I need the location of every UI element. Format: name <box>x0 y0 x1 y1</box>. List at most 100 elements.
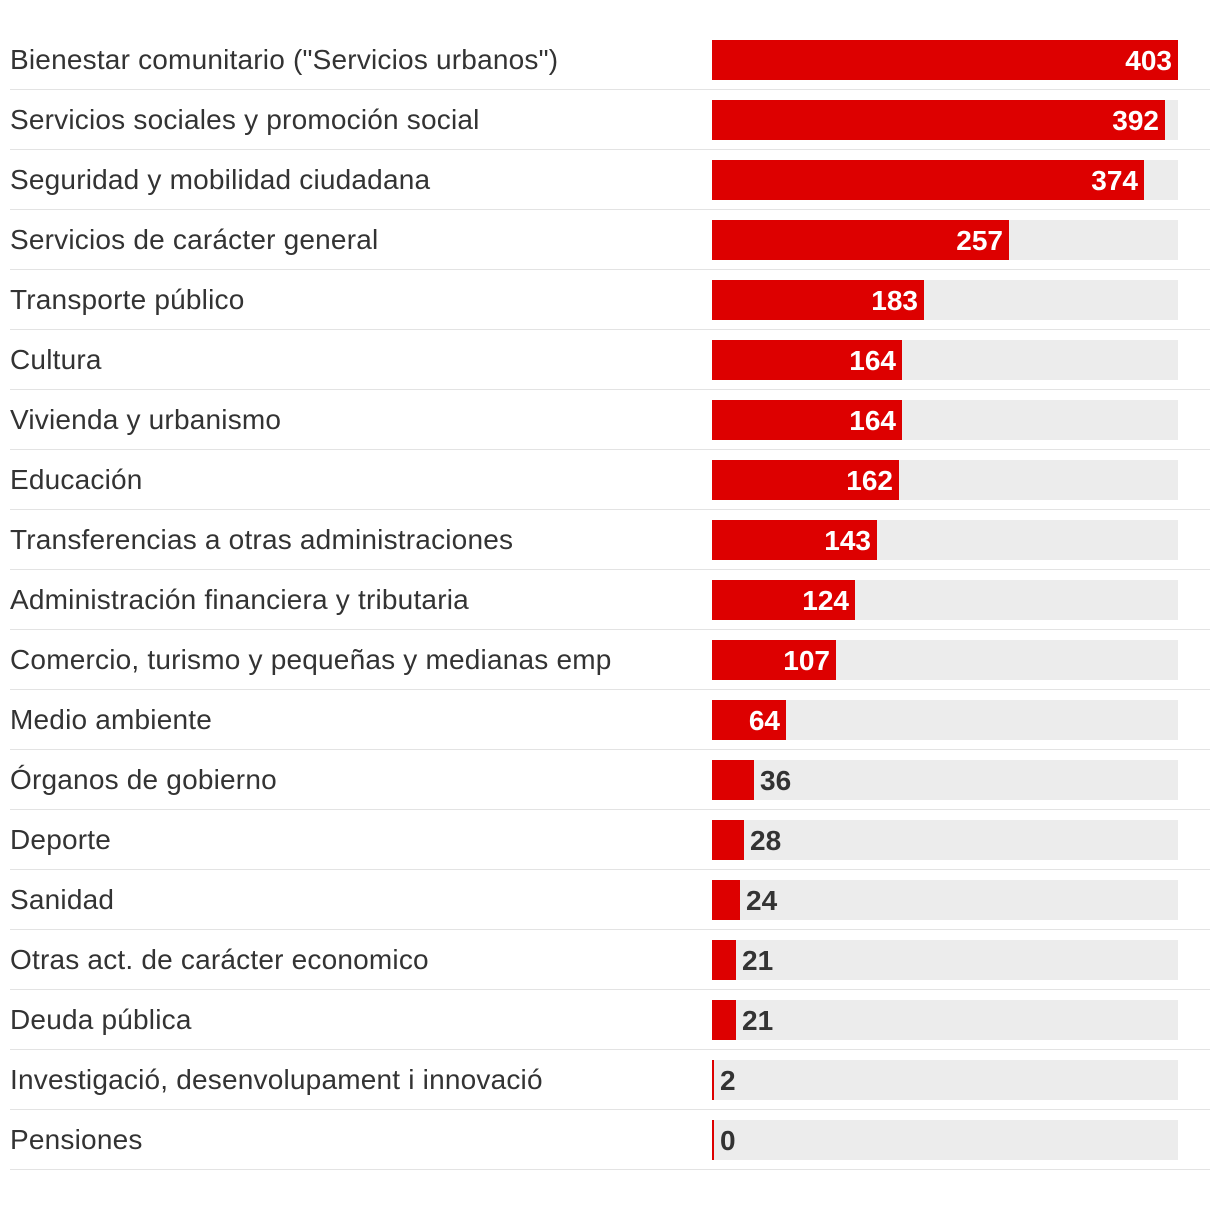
chart-row: Órganos de gobierno 36 <box>0 750 1220 810</box>
row-divider <box>10 629 1210 630</box>
chart-row: Sanidad 24 <box>0 870 1220 930</box>
row-divider <box>10 869 1210 870</box>
bar <box>712 700 786 740</box>
category-label: Comercio, turismo y pequeñas y medianas … <box>10 644 612 675</box>
category-label: Deporte <box>10 824 112 855</box>
category-label: Investigació, desenvolupament i innovaci… <box>10 1064 543 1095</box>
chart-row: Investigació, desenvolupament i innovaci… <box>0 1050 1220 1110</box>
chart-row: Otras act. de carácter economico 21 <box>0 930 1220 990</box>
category-label: Administración financiera y tributaria <box>10 584 469 615</box>
value-label: 183 <box>871 285 918 316</box>
value-label: 257 <box>956 225 1003 256</box>
value-label: 374 <box>1091 165 1138 196</box>
bar <box>712 580 855 620</box>
chart-row: Transporte público 183 <box>0 270 1220 330</box>
value-label: 24 <box>746 885 778 916</box>
bar <box>712 340 902 380</box>
bar <box>712 820 744 860</box>
value-label: 28 <box>750 825 782 856</box>
row-divider <box>10 269 1210 270</box>
bar <box>712 40 1178 80</box>
chart-row: Administración financiera y tributaria 12… <box>0 570 1220 630</box>
bar <box>712 940 736 980</box>
bar-track <box>712 340 1178 380</box>
value-label: 0 <box>720 1125 736 1156</box>
row-divider <box>10 389 1210 390</box>
bar-track <box>712 100 1178 140</box>
value-label: 162 <box>846 465 893 496</box>
value-label: 392 <box>1112 105 1159 136</box>
category-label: Pensiones <box>10 1124 143 1155</box>
bar <box>712 880 740 920</box>
bar-track <box>712 520 1178 560</box>
bar-chart: Bienestar comunitario ("Servicios urbano… <box>0 30 1220 1170</box>
chart-row: Deuda pública 21 <box>0 990 1220 1050</box>
category-label: Seguridad y mobilidad ciudadana <box>10 164 431 195</box>
chart-row: Deporte 28 <box>0 810 1220 870</box>
row-divider <box>10 689 1210 690</box>
chart-row: Vivienda y urbanismo 164 <box>0 390 1220 450</box>
row-divider <box>10 809 1210 810</box>
category-label: Deuda pública <box>10 1004 192 1035</box>
chart-row: Educación 162 <box>0 450 1220 510</box>
bar-track <box>712 1060 1178 1100</box>
bar <box>712 100 1165 140</box>
category-label: Otras act. de carácter economico <box>10 944 429 975</box>
row-divider <box>10 329 1210 330</box>
category-label: Sanidad <box>10 884 115 915</box>
bar-track <box>712 940 1178 980</box>
bar-track <box>712 580 1178 620</box>
row-divider <box>10 1169 1210 1170</box>
category-label: Servicios sociales y promoción social <box>10 104 480 135</box>
bar-track <box>712 400 1178 440</box>
value-label: 21 <box>742 1005 774 1036</box>
bar <box>712 280 924 320</box>
bar-track <box>712 220 1178 260</box>
row-divider <box>10 929 1210 930</box>
bar-track <box>712 460 1178 500</box>
chart-row: Medio ambiente 64 <box>0 690 1220 750</box>
bar <box>712 760 754 800</box>
bar-track <box>712 760 1178 800</box>
bar-track <box>712 640 1178 680</box>
row-divider <box>10 509 1210 510</box>
bar <box>712 400 902 440</box>
category-label: Cultura <box>10 344 102 375</box>
bar <box>712 160 1144 200</box>
value-label: 164 <box>849 345 896 376</box>
row-divider <box>10 209 1210 210</box>
bar-track <box>712 880 1178 920</box>
chart-row: Pensiones 0 <box>0 1110 1220 1170</box>
bar-track <box>712 280 1178 320</box>
bar <box>712 1120 714 1160</box>
row-divider <box>10 1109 1210 1110</box>
bar <box>712 1060 714 1100</box>
bar <box>712 520 877 560</box>
chart-row: Servicios de carácter general 257 <box>0 210 1220 270</box>
category-label: Servicios de carácter general <box>10 224 379 255</box>
chart-row: Transferencias a otras administraciones 1… <box>0 510 1220 570</box>
bar-track <box>712 820 1178 860</box>
bar-track <box>712 40 1178 80</box>
row-divider <box>10 89 1210 90</box>
category-label: Bienestar comunitario ("Servicios urbano… <box>10 44 559 75</box>
category-label: Órganos de gobierno <box>10 764 277 795</box>
value-label: 2 <box>720 1065 736 1096</box>
value-label: 143 <box>824 525 871 556</box>
category-label: Transporte público <box>10 284 245 315</box>
row-divider <box>10 449 1210 450</box>
chart-row: Servicios sociales y promoción social 392 <box>0 90 1220 150</box>
bar-track <box>712 700 1178 740</box>
bar <box>712 220 1009 260</box>
value-label: 124 <box>802 585 849 616</box>
value-label: 36 <box>760 765 792 796</box>
chart-row: Cultura 164 <box>0 330 1220 390</box>
chart-row: Comercio, turismo y pequeñas y medianas … <box>0 630 1220 690</box>
row-divider <box>10 569 1210 570</box>
bar <box>712 1000 736 1040</box>
row-divider <box>10 149 1210 150</box>
value-label: 21 <box>742 945 774 976</box>
chart-row: Bienestar comunitario ("Servicios urbano… <box>0 30 1220 90</box>
category-label: Medio ambiente <box>10 704 213 735</box>
row-divider <box>10 989 1210 990</box>
